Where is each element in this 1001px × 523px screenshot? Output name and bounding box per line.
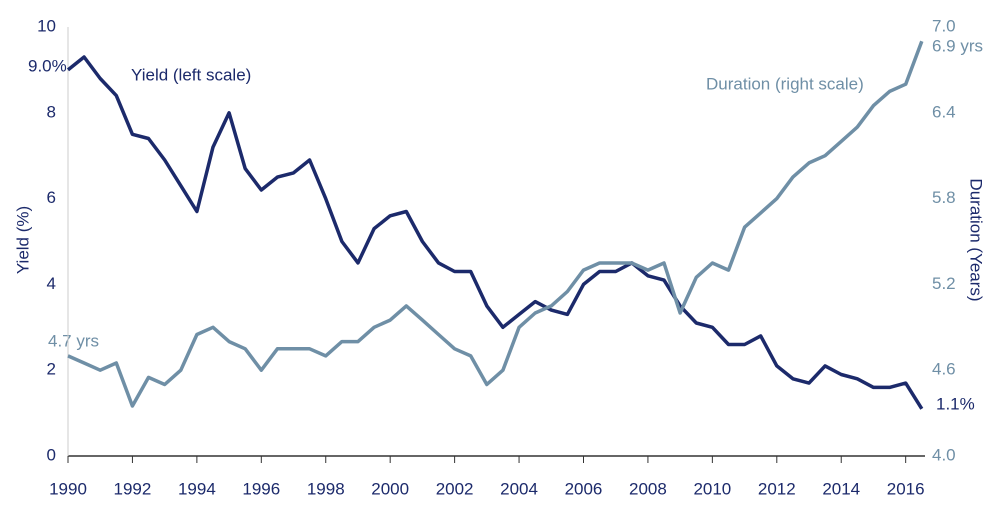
x-tick-label: 2010	[693, 479, 731, 498]
annotation: 9.0%	[28, 56, 67, 75]
y2-tick-label: 4.6	[932, 360, 956, 379]
annotation: 1.1%	[936, 394, 975, 413]
y-tick-label: 6	[47, 188, 56, 207]
y2-tick-label: 6.4	[932, 102, 956, 121]
x-tick-label: 2012	[758, 479, 796, 498]
x-tick-label: 2016	[887, 479, 925, 498]
y2-tick-label: 5.8	[932, 188, 956, 207]
x-tick-label: 2014	[822, 479, 860, 498]
x-tick-label: 2004	[500, 479, 538, 498]
x-tick-label: 1996	[242, 479, 280, 498]
x-tick-label: 1994	[178, 479, 216, 498]
x-tick-label: 2002	[436, 479, 474, 498]
y2-tick-label: 4.0	[932, 445, 956, 464]
annotation: Duration (right scale)	[706, 74, 864, 93]
annotation: Yield (left scale)	[131, 65, 251, 84]
x-tick-label: 2000	[371, 479, 409, 498]
y-tick-label: 8	[47, 102, 56, 121]
y-tick-label: 10	[37, 16, 56, 35]
y2-axis-title: Duration (Years)	[967, 178, 986, 301]
y-tick-label: 4	[47, 274, 56, 293]
y2-tick-label: 7.0	[932, 16, 956, 35]
x-tick-label: 2006	[565, 479, 603, 498]
y-tick-label: 0	[47, 445, 56, 464]
series-line	[66, 55, 924, 410]
y-axis-title: Yield (%)	[13, 206, 32, 274]
annotation: 6.9 yrs	[932, 36, 983, 55]
x-tick-label: 1990	[49, 479, 87, 498]
y-tick-label: 2	[47, 360, 56, 379]
series-line	[67, 40, 924, 408]
x-tick-label: 1998	[307, 479, 345, 498]
x-tick-label: 1992	[114, 479, 152, 498]
annotation: 4.7 yrs	[48, 331, 99, 350]
x-tick-label: 2008	[629, 479, 667, 498]
y2-tick-label: 5.2	[932, 274, 956, 293]
